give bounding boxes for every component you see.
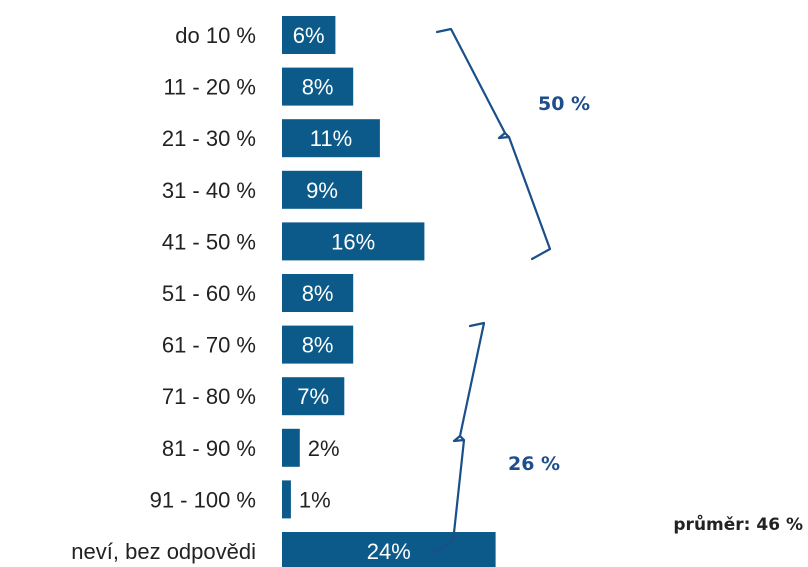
category-label: 11 - 20 %	[163, 75, 256, 100]
category-label: neví, bez odpovědi	[71, 539, 256, 564]
value-label: 8%	[302, 281, 334, 306]
category-label: do 10 %	[175, 23, 256, 48]
bracket-label: 26 %	[508, 453, 560, 475]
category-label: 71 - 80 %	[162, 384, 256, 409]
category-label: 41 - 50 %	[162, 229, 256, 254]
brackets-layer: 50 % 26 %	[433, 27, 590, 554]
value-label: 24%	[367, 539, 411, 564]
bar	[282, 170, 363, 209]
category-label: 61 - 70 %	[162, 333, 256, 358]
category-label: 81 - 90 %	[162, 436, 256, 461]
value-label: 16%	[331, 229, 375, 254]
bar	[282, 274, 354, 312]
value-label: 8%	[302, 333, 334, 358]
category-label: 21 - 30 %	[162, 126, 256, 151]
bracket-label: 50 %	[538, 93, 590, 115]
bar	[282, 119, 380, 158]
value-label: 8%	[302, 75, 334, 100]
value-label: 11%	[310, 126, 352, 151]
bars-layer: do 10 % 6% 11 - 20 % 8% 21 - 30 % 11% 31 - 40 …	[71, 16, 496, 567]
category-label: 31 - 40 %	[162, 178, 256, 203]
bar	[282, 532, 496, 567]
bar	[282, 16, 336, 54]
value-label: 6%	[293, 23, 325, 48]
average-note: průměr: 46 %	[673, 513, 803, 535]
bar	[282, 377, 345, 416]
category-label: 91 - 100 %	[150, 487, 256, 512]
bar	[282, 222, 425, 261]
bracket	[435, 27, 552, 261]
value-label: 2%	[308, 436, 340, 461]
value-label: 7%	[297, 384, 329, 409]
bar	[282, 428, 300, 467]
bar	[282, 67, 354, 106]
bar	[282, 325, 354, 364]
value-label: 1%	[299, 487, 331, 512]
value-label: 9%	[306, 178, 338, 203]
category-label: 51 - 60 %	[162, 281, 256, 306]
bracket	[433, 321, 486, 554]
bar	[282, 480, 291, 519]
